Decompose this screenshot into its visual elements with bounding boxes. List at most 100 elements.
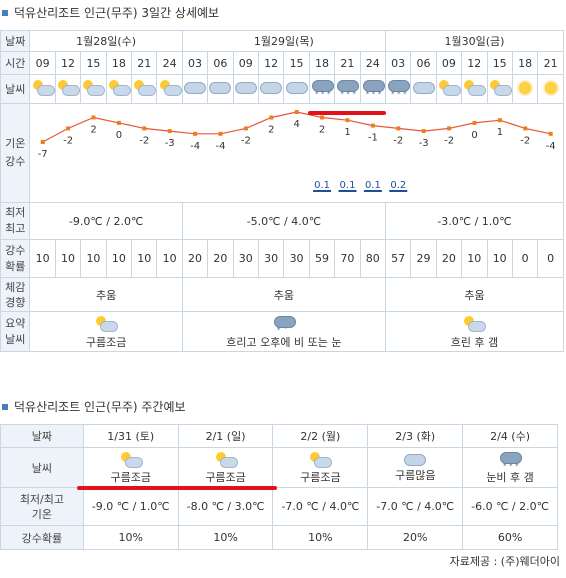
- time-cell: 12: [461, 51, 488, 75]
- temperature-point: [523, 126, 528, 131]
- snow-icon: * * *: [387, 79, 411, 97]
- minmax-day2: -5.0℃ / 4.0℃: [181, 202, 386, 240]
- temperature-label: -2: [521, 135, 531, 146]
- day-header-2: 1월29일(목): [181, 30, 386, 52]
- day-header-1: 1월28일(수): [29, 30, 183, 52]
- temperature-label: 2: [319, 125, 325, 136]
- minmax-day1: -9.0℃ / 2.0℃: [29, 202, 183, 240]
- temperature-point: [244, 126, 249, 131]
- pop-cell: 29: [410, 239, 437, 278]
- weekly-weather-cell: * * * 눈비 후 갬: [462, 447, 558, 488]
- temperature-point: [142, 126, 147, 131]
- temperature-point: [168, 129, 173, 134]
- bullet-icon: [2, 10, 8, 16]
- partly-cloudy-icon: [108, 79, 131, 96]
- temperature-point: [295, 110, 300, 114]
- temperature-label: -7: [38, 149, 48, 160]
- weekly-label-date: 날짜: [0, 424, 84, 448]
- temperature-label: -3: [165, 138, 175, 149]
- pop-cell: 59: [308, 239, 336, 278]
- time-cell: 15: [283, 51, 310, 75]
- day-header-3: 1월30일(금): [384, 30, 565, 52]
- weather-cell: [461, 74, 488, 104]
- pop-cell: 57: [384, 239, 412, 278]
- pop-cell: 10: [29, 239, 56, 278]
- snow-icon: * * *: [311, 79, 334, 97]
- time-cell: 18: [308, 51, 336, 75]
- weekly-date-cell: 1/31 (토): [82, 424, 179, 448]
- weekly-weather-cell: 구름조금: [272, 447, 369, 488]
- partly-cloudy-icon: [489, 79, 512, 96]
- time-cell: 15: [486, 51, 513, 75]
- weather-cell: [156, 74, 183, 104]
- row-label-feel: 체감 경향: [0, 277, 31, 312]
- time-cell: 21: [537, 51, 564, 75]
- temperature-point: [41, 140, 46, 144]
- weekly-weather-cell: 구름많음: [367, 447, 464, 488]
- temperature-label: 1: [345, 127, 351, 138]
- pop-cell: 30: [283, 239, 310, 278]
- temperature-label: 4: [294, 119, 300, 130]
- weekly-date-cell: 2/2 (월): [272, 424, 369, 448]
- temp-precip-chart: -7 -2 2 0 -2 -3 -4 -4 -2 2 4 2 0.1 1 0.1 -1 0.1 -2 0.2 -3 -2…: [29, 103, 564, 203]
- partly-cloudy-icon: [159, 79, 182, 96]
- pop-cell: 10: [461, 239, 488, 278]
- temperature-point: [269, 115, 274, 120]
- sunny-icon: [519, 81, 532, 94]
- minmax-day3: -3.0℃ / 1.0℃: [384, 202, 565, 240]
- temperature-graph: -7 -2 2 0 -2 -3 -4 -4 -2 2 4 2 0.1 1 0.1 -1 0.1 -2 0.2 -3 -2…: [38, 110, 556, 192]
- temperature-label: -2: [394, 135, 404, 146]
- row-label-minmax: 최저 최고: [0, 202, 31, 240]
- temperature-point: [422, 129, 427, 134]
- precip-amount: 0.1: [315, 180, 331, 191]
- weekly-minmax-cell: -6.0 ℃ / 2.0℃: [462, 487, 558, 526]
- weekly-minmax-cell: -9.0 ℃ / 1.0℃: [82, 487, 179, 526]
- cloudy-then-clear-icon: [463, 315, 487, 332]
- row-label-date: 날짜: [0, 30, 31, 52]
- weather-cell: [435, 74, 463, 104]
- partly-cloudy-icon: [32, 79, 55, 96]
- pop-cell: 70: [334, 239, 361, 278]
- highlight-underline-weekly: [77, 486, 277, 490]
- temperature-label: 0: [472, 130, 478, 141]
- partly-cloudy-icon: [133, 79, 157, 96]
- highlight-underline-snow: [308, 111, 386, 115]
- summary-day2: * ' 흐리고 오후에 비 또는 눈: [181, 311, 386, 352]
- weekly-label-pop: 강수확률: [0, 525, 84, 550]
- temperature-point: [91, 115, 96, 120]
- weekly-minmax-cell: -7.0 ℃ / 4.0℃: [272, 487, 369, 526]
- temperature-label: -2: [140, 135, 150, 146]
- partly-cloudy-icon: [95, 315, 119, 332]
- weekly-section-title: 덕유산리조트 인근(무주) 주간예보: [0, 397, 186, 417]
- pop-cell: 0: [537, 239, 564, 278]
- weekly-label-minmax: 최저/최고 기온: [0, 487, 84, 526]
- summary-day3: 흐린 후 갬: [384, 311, 565, 352]
- temperature-label: 2: [269, 125, 275, 136]
- weather-cell: [410, 74, 437, 104]
- time-cell: 06: [207, 51, 234, 75]
- temperature-label: 1: [497, 127, 503, 138]
- partly-cloudy-icon: [309, 452, 333, 468]
- weather-cell: [511, 74, 539, 104]
- weather-cell: [207, 74, 234, 104]
- time-cell: 09: [435, 51, 463, 75]
- detail-section-title: 덕유산리조트 인근(무주) 3일간 상세예보: [0, 3, 219, 23]
- weather-cell: [80, 74, 107, 104]
- weekly-date-cell: 2/3 (화): [367, 424, 464, 448]
- weekly-weather-text: 눈비 후 갬: [486, 471, 534, 484]
- pop-cell: 10: [105, 239, 133, 278]
- cloudy-icon: [260, 81, 283, 94]
- time-cell: 06: [410, 51, 437, 75]
- time-cell: 03: [384, 51, 412, 75]
- weather-cell: [283, 74, 310, 104]
- temperature-label: -4: [191, 141, 201, 152]
- pop-cell: 30: [257, 239, 285, 278]
- cloudy-rain-snow-icon: * ': [273, 315, 296, 333]
- cloudy-icon: [404, 454, 427, 466]
- cloudy-icon: [209, 81, 232, 94]
- weekly-weather-cell: 구름조금: [177, 447, 274, 488]
- temperature-label: 0: [116, 130, 122, 141]
- temperature-label: -4: [216, 141, 226, 152]
- cloudy-icon: [234, 81, 257, 94]
- time-cell: 03: [181, 51, 209, 75]
